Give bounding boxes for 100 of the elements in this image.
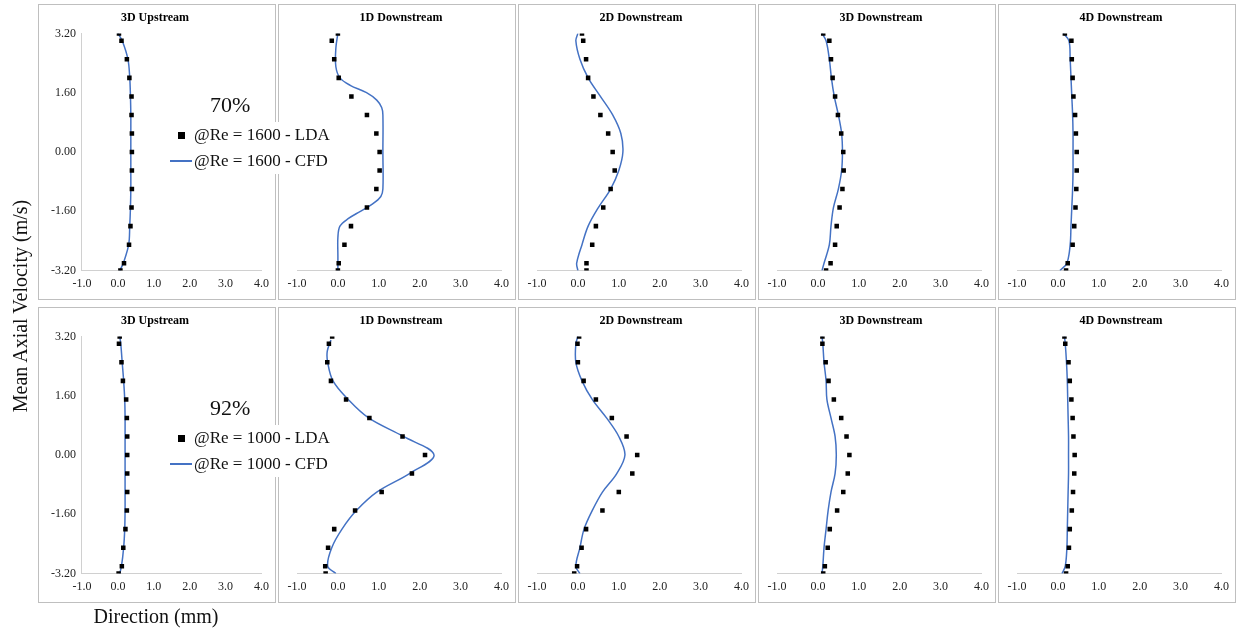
x-tick-label: 3.0 [218, 275, 234, 290]
chart-title: 4D Downstream [1079, 10, 1163, 25]
x-tick-label: -1.0 [72, 578, 92, 593]
point [830, 75, 835, 81]
point [1067, 378, 1073, 384]
point [367, 415, 372, 421]
x-tick-label: 2.0 [652, 275, 668, 290]
y-tick-label: 3.20 [55, 25, 76, 40]
point [1070, 75, 1075, 81]
point [127, 75, 132, 81]
point [116, 571, 121, 574]
chart-title: 2D Downstream [599, 313, 683, 328]
point [123, 397, 129, 402]
point [583, 57, 589, 62]
x-tick-label: 3.0 [933, 578, 949, 593]
point [1074, 149, 1079, 155]
point [331, 57, 337, 62]
point [118, 268, 123, 271]
point [336, 260, 341, 266]
x-tick-label: 1.0 [146, 578, 162, 593]
annotation: 70% [210, 92, 251, 118]
point [364, 205, 370, 210]
x-tick-label: 2.0 [1132, 275, 1148, 290]
point [581, 378, 586, 384]
point [129, 168, 135, 173]
point [1072, 223, 1077, 229]
point [1072, 452, 1077, 458]
x-tick-label: 2.0 [182, 275, 198, 290]
point [1067, 526, 1073, 532]
x-tick-label: 3.0 [1173, 578, 1189, 593]
point [831, 397, 837, 402]
chart-title: 3D Downstream [839, 10, 923, 25]
point [579, 545, 584, 550]
x-tick-label: -1.0 [1007, 578, 1027, 593]
x-tick-label: 0.0 [570, 578, 586, 593]
x-tick-label: -1.0 [527, 275, 547, 290]
x-tick-label: 0.0 [570, 275, 586, 290]
point [828, 260, 833, 266]
point [124, 508, 130, 513]
point [820, 336, 825, 339]
point [1073, 205, 1078, 210]
point [1073, 131, 1079, 136]
x-tick-label: 4.0 [1214, 578, 1229, 593]
x-tick-label: 1.0 [371, 578, 387, 593]
legend-label: @Re = 1000 - CFD [194, 454, 328, 474]
point [325, 360, 330, 365]
point [409, 471, 415, 476]
y-tick-label: 0.00 [55, 447, 76, 462]
y-tick-label: -1.60 [51, 203, 76, 218]
chart-title: 4D Downstream [1079, 313, 1163, 328]
x-tick-label: 0.0 [110, 578, 126, 593]
point [598, 112, 603, 118]
y-tick-label: 1.60 [55, 387, 76, 402]
point [119, 360, 124, 365]
point [1065, 563, 1070, 569]
x-tick-label: 2.0 [412, 275, 428, 290]
point [1070, 415, 1075, 421]
point [591, 94, 596, 99]
point [1074, 168, 1079, 173]
x-tick-label: 2.0 [892, 578, 908, 593]
point [1069, 38, 1074, 44]
point [1071, 434, 1076, 439]
x-tick-label: 1.0 [851, 275, 867, 290]
point [124, 57, 130, 62]
point [834, 508, 840, 513]
x-tick-label: 4.0 [494, 578, 509, 593]
point [377, 168, 382, 173]
point [825, 545, 830, 550]
point [1070, 242, 1075, 247]
point [342, 242, 347, 247]
x-tick-label: 3.0 [218, 578, 234, 593]
point [1069, 397, 1074, 402]
chart-title: 1D Downstream [359, 313, 443, 328]
point [575, 360, 581, 365]
point [630, 471, 635, 476]
x-tick-label: 4.0 [494, 275, 509, 290]
x-tick-label: 2.0 [412, 578, 428, 593]
x-tick-label: -1.0 [527, 578, 547, 593]
x-tick-label: 4.0 [734, 275, 749, 290]
point [841, 489, 846, 495]
point [117, 336, 122, 339]
chart-title: 3D Upstream [120, 10, 190, 25]
point [343, 397, 349, 402]
x-tick-label: 2.0 [652, 578, 668, 593]
point [323, 571, 328, 574]
x-tick-label: 3.0 [933, 275, 949, 290]
point [377, 149, 382, 155]
x-tick-label: 0.0 [110, 275, 126, 290]
x-tick-label: 1.0 [146, 275, 162, 290]
y-tick-label: -1.60 [51, 506, 76, 521]
point [601, 205, 606, 210]
x-tick-label: 4.0 [974, 578, 989, 593]
x-tick-label: -1.0 [1007, 275, 1027, 290]
x-tick-label: 1.0 [611, 578, 627, 593]
chart-title: 2D Downstream [599, 10, 683, 25]
point [828, 57, 834, 62]
point [1065, 260, 1070, 266]
legend-label: @Re = 1600 - LDA [194, 125, 330, 145]
point [123, 526, 128, 532]
x-tick-label: -1.0 [767, 275, 787, 290]
